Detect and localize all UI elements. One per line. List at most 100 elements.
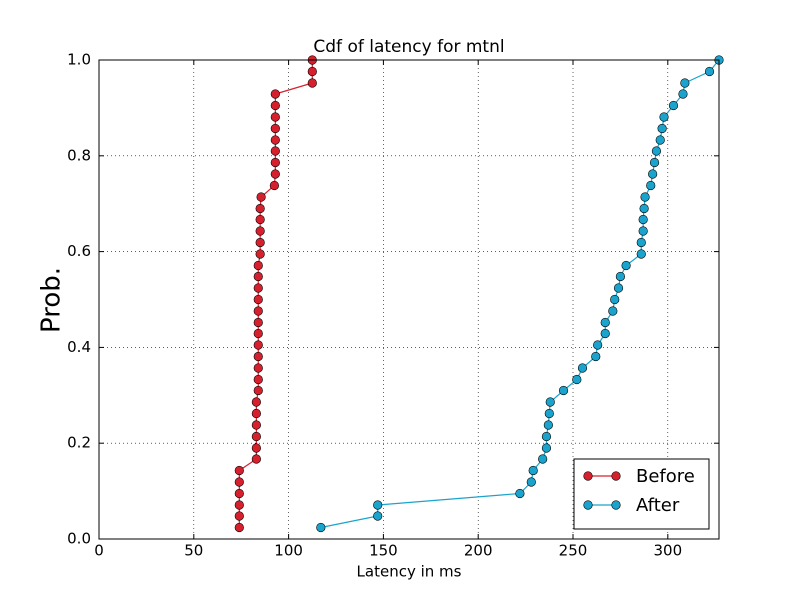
data-point bbox=[270, 135, 280, 145]
data-point bbox=[251, 408, 261, 419]
legend-label: Before bbox=[636, 466, 695, 487]
data-point bbox=[251, 431, 261, 442]
data-point bbox=[251, 454, 261, 464]
x-tick-label: 0 bbox=[94, 542, 104, 560]
data-point bbox=[270, 123, 280, 134]
data-point bbox=[648, 169, 658, 179]
plot-area bbox=[234, 55, 724, 533]
y-tick-label: 0.6 bbox=[67, 242, 91, 260]
y-tick-label: 0.4 bbox=[67, 338, 91, 356]
data-point bbox=[577, 363, 588, 373]
data-point bbox=[253, 374, 263, 385]
data-point bbox=[678, 89, 688, 99]
data-point bbox=[541, 431, 552, 442]
data-point bbox=[558, 385, 569, 396]
x-tick-label: 250 bbox=[559, 542, 588, 560]
data-point bbox=[704, 66, 715, 77]
data-point bbox=[255, 237, 265, 248]
data-point bbox=[234, 488, 244, 499]
legend-marker bbox=[611, 500, 621, 510]
data-point bbox=[270, 112, 280, 122]
data-point bbox=[253, 271, 263, 282]
legend-marker bbox=[611, 471, 621, 481]
data-point bbox=[234, 500, 244, 510]
data-point bbox=[253, 328, 263, 339]
data-point bbox=[657, 123, 667, 134]
data-point bbox=[270, 89, 280, 99]
data-point bbox=[636, 249, 646, 259]
data-point bbox=[234, 477, 244, 487]
data-point bbox=[253, 294, 263, 305]
data-point bbox=[373, 500, 383, 510]
data-point bbox=[646, 180, 656, 191]
data-point bbox=[253, 385, 263, 396]
data-point bbox=[515, 488, 525, 499]
data-point bbox=[640, 192, 650, 202]
data-point bbox=[234, 522, 244, 533]
data-point bbox=[270, 157, 280, 168]
y-axis-label: Prob. bbox=[37, 267, 67, 333]
data-point bbox=[253, 260, 263, 271]
data-point bbox=[307, 78, 317, 88]
data-point bbox=[253, 283, 263, 293]
y-tick-label: 1.0 bbox=[67, 51, 91, 69]
chart-title: Cdf of latency for mtnl bbox=[313, 37, 504, 57]
data-point bbox=[659, 112, 669, 122]
legend-marker bbox=[583, 500, 593, 510]
data-point bbox=[234, 465, 244, 476]
legend-label: After bbox=[636, 495, 680, 516]
y-tick-label: 0.2 bbox=[67, 434, 91, 452]
x-tick-label: 150 bbox=[369, 542, 398, 560]
data-point bbox=[234, 511, 244, 521]
data-point bbox=[636, 237, 646, 248]
data-point bbox=[253, 306, 263, 316]
y-tick-label: 0.8 bbox=[67, 146, 91, 164]
data-point bbox=[251, 443, 261, 453]
data-point bbox=[544, 408, 554, 419]
data-point bbox=[613, 283, 624, 293]
data-point bbox=[255, 203, 265, 214]
data-point bbox=[316, 522, 326, 533]
data-point bbox=[373, 511, 383, 521]
data-point bbox=[655, 135, 665, 145]
data-point bbox=[610, 294, 620, 305]
plot-frame bbox=[98, 59, 720, 540]
data-point bbox=[621, 260, 631, 271]
x-axis-label: Latency in ms bbox=[357, 563, 462, 581]
legend-box bbox=[573, 458, 710, 530]
data-point bbox=[253, 363, 263, 373]
x-tick-label: 300 bbox=[653, 542, 682, 560]
data-point bbox=[615, 271, 626, 282]
data-point bbox=[638, 214, 648, 225]
y-tick-label: 0.0 bbox=[67, 530, 91, 548]
data-point bbox=[526, 477, 536, 487]
data-point bbox=[256, 192, 266, 202]
data-point bbox=[538, 454, 548, 464]
data-point bbox=[307, 66, 317, 77]
data-point bbox=[545, 397, 555, 407]
data-point bbox=[593, 340, 603, 350]
data-point bbox=[253, 340, 263, 350]
data-point bbox=[270, 146, 280, 156]
data-point bbox=[270, 169, 280, 179]
legend-marker bbox=[583, 471, 593, 481]
data-point bbox=[608, 306, 618, 316]
data-point bbox=[572, 374, 582, 385]
data-point bbox=[255, 214, 265, 225]
x-tick-label: 200 bbox=[464, 542, 493, 560]
data-point bbox=[255, 249, 265, 259]
x-tick-label: 50 bbox=[184, 542, 203, 560]
data-point bbox=[639, 203, 649, 214]
data-point bbox=[251, 420, 261, 430]
data-point bbox=[541, 443, 552, 453]
data-point bbox=[253, 317, 263, 328]
data-point bbox=[270, 100, 280, 111]
data-point bbox=[600, 328, 610, 339]
data-point bbox=[269, 180, 279, 191]
data-point bbox=[638, 226, 648, 236]
data-point bbox=[668, 100, 679, 111]
data-point bbox=[528, 465, 538, 476]
data-point bbox=[253, 351, 263, 362]
data-point bbox=[649, 157, 660, 168]
